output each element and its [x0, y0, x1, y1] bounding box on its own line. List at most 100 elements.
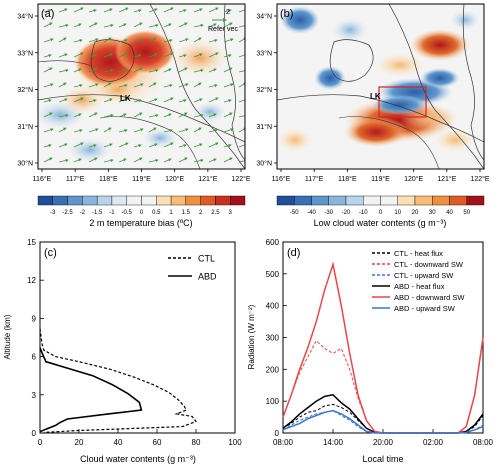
colorbar-swatch — [215, 195, 231, 206]
colorbar-swatch — [82, 195, 98, 206]
wind-vector — [73, 142, 84, 148]
wind-vector — [133, 128, 144, 133]
lat-tick-label: 31°N — [17, 123, 33, 131]
colorbar-tick-label: -3 — [50, 210, 56, 216]
wind-vector — [73, 68, 82, 73]
colorbar-swatch — [363, 195, 381, 206]
wind-vector — [43, 22, 53, 28]
wind-vector — [43, 128, 54, 133]
wind-vector — [43, 112, 53, 118]
panel-d-xlabel: Local time — [362, 454, 403, 464]
x-tick-label: 08:00 — [473, 438, 494, 447]
wind-vector — [193, 68, 204, 73]
wind-vector — [163, 68, 172, 73]
wind-vector — [88, 99, 97, 103]
panel-a-axes: 116°E 117°E 118°E 119°E 120°E 121°E 122°E 30°N 3… — [17, 13, 251, 184]
wind-vector — [148, 98, 158, 103]
colorbar-swatch — [37, 195, 53, 206]
colorbar-a-title: 2 m temperature bias (ºC) — [89, 218, 192, 228]
legend-label: CTL - downward SW — [394, 260, 464, 269]
colorbar-tick-label: 0 — [140, 210, 144, 216]
colorbar-tick-label: 0 — [379, 210, 383, 216]
wind-vector — [178, 128, 189, 133]
wind-vector — [103, 37, 112, 43]
wind-vector — [163, 142, 174, 148]
wind-vector — [178, 83, 189, 88]
wind-vector — [238, 25, 245, 28]
wind-vector — [58, 53, 68, 58]
wind-vector — [88, 67, 98, 73]
lon-tick-label: 119°E — [371, 175, 390, 183]
series-line-ctl — [39, 328, 197, 433]
lon-tick-label: 122°E — [470, 175, 489, 183]
series-line-abd — [39, 347, 143, 433]
wind-vector — [223, 22, 233, 28]
wind-vector — [148, 37, 157, 43]
wind-vector — [88, 54, 97, 58]
wind-vector — [238, 98, 245, 103]
x-tick-label: 20 — [75, 438, 84, 447]
x-tick-label: 60 — [153, 438, 162, 447]
colorbar-swatch — [141, 195, 157, 206]
wind-vector — [193, 8, 203, 13]
refer-vector-value: 2 — [226, 9, 230, 16]
wind-vector — [223, 67, 233, 73]
wind-vector — [118, 84, 128, 88]
wind-vector — [58, 158, 69, 163]
wind-vector — [88, 38, 99, 43]
wind-vector — [43, 54, 52, 58]
colorbar-swatch — [111, 195, 127, 206]
wind-vector — [118, 129, 128, 133]
x-tick-label: 40 — [114, 438, 123, 447]
wind-vector — [223, 128, 234, 133]
wind-vector — [163, 52, 174, 58]
wind-vector — [103, 68, 114, 73]
wind-vector — [73, 97, 84, 103]
wind-vector — [118, 23, 127, 28]
series-line — [282, 261, 484, 434]
legend-label: ABD - downward SW — [394, 293, 465, 302]
panel-c-ylabel: Altitude (km) — [3, 314, 12, 359]
lon-tick-label: 116°E — [33, 175, 52, 183]
colorbar-swatch — [67, 195, 83, 206]
wind-vector — [103, 158, 114, 163]
wind-vector — [88, 22, 98, 28]
colorbar-swatch — [96, 195, 113, 206]
colorbar-swatch — [126, 195, 142, 206]
colorbar-tick-label: 3 — [229, 210, 233, 216]
wind-vector — [163, 7, 174, 13]
wind-vector — [208, 129, 218, 133]
wind-vector — [208, 97, 219, 103]
colorbar-tick-label: 2 — [199, 210, 203, 216]
wind-vector — [148, 113, 159, 118]
wind-vector — [208, 113, 217, 118]
colorbar-tick-label: 10 — [394, 210, 401, 216]
wind-vector — [223, 99, 232, 103]
wind-vector — [133, 9, 142, 13]
wind-vector — [118, 97, 129, 103]
colorbar-tick-label: 2.5 — [211, 210, 220, 216]
wind-vector — [208, 68, 217, 73]
wind-vector — [58, 37, 67, 43]
wind-vector — [133, 144, 142, 148]
wind-vector — [133, 157, 143, 163]
wind-vector — [43, 99, 52, 103]
refer-vector-label: Refer vec — [208, 26, 238, 33]
wind-vector — [178, 22, 188, 28]
wind-vector — [148, 53, 158, 58]
wind-vector — [163, 129, 173, 133]
wind-vector — [238, 70, 245, 73]
wind-vector — [103, 82, 112, 88]
lat-tick-label: 30°N — [256, 160, 272, 168]
colorbar-tick-label: 1 — [169, 210, 173, 216]
panel-a-field — [38, 4, 245, 169]
panel-d-label: (d) — [287, 247, 300, 259]
wind-vector — [178, 157, 188, 163]
colorbar-swatch — [397, 195, 416, 206]
wind-vector — [118, 52, 129, 58]
y-tick-label: 500 — [266, 270, 280, 279]
y-tick-label: 9 — [32, 314, 37, 323]
y-tick-label: 200 — [266, 365, 280, 374]
y-tick-label: 3 — [32, 391, 37, 400]
wind-vector — [133, 67, 143, 73]
